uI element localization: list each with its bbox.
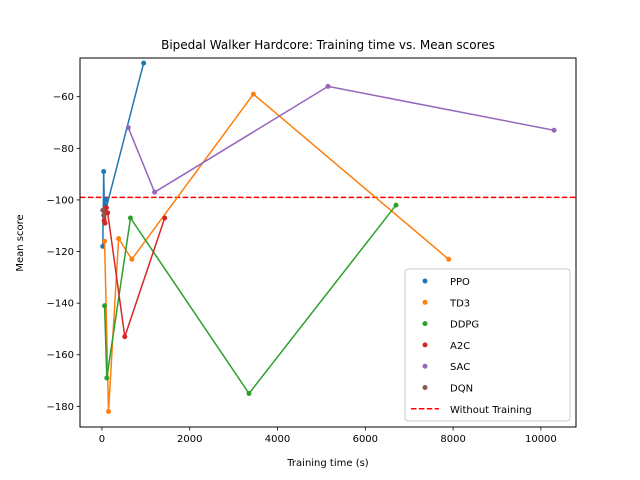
legend: PPO TD3 DDPG A2C SAC DQN Without Training — [404, 268, 571, 422]
legend-label: DDPG — [450, 320, 479, 331]
legend-label: A2C — [450, 341, 470, 352]
ddpg-point — [102, 303, 108, 309]
y-tick-label: −60 — [53, 92, 74, 103]
x-axis-title: Training time (s) — [286, 458, 369, 469]
x-tick-label: 0 — [99, 434, 105, 445]
y-tick-label: −120 — [47, 247, 74, 258]
x-axis: 0 2000 4000 6000 8000 10000 — [99, 427, 557, 445]
x-tick-label: 8000 — [440, 434, 465, 445]
sac-point — [551, 127, 557, 133]
y-axis: −180 −160 −140 −120 −100 −80 −60 — [47, 92, 80, 413]
ddpg-point — [246, 390, 252, 396]
td3-point — [446, 256, 452, 262]
x-tick-label: 10000 — [525, 434, 557, 445]
dqn-point — [101, 212, 107, 218]
td3-point — [116, 236, 122, 242]
sac-point — [325, 83, 331, 89]
ddpg-point — [127, 215, 133, 221]
legend-marker — [422, 278, 428, 284]
legend-label: Without Training — [450, 405, 532, 416]
ppo-point — [141, 60, 147, 66]
a2c-point — [103, 205, 109, 211]
ddpg-point — [393, 202, 399, 208]
legend-marker — [422, 321, 428, 327]
a2c-point — [162, 215, 168, 221]
y-tick-label: −180 — [47, 402, 74, 413]
x-tick-label: 2000 — [177, 434, 202, 445]
x-tick-label: 4000 — [265, 434, 290, 445]
a2c-point — [105, 210, 111, 216]
td3-point — [102, 238, 108, 244]
plot-area — [80, 60, 576, 415]
chart-title: Bipedal Walker Hardcore: Training time v… — [161, 38, 495, 52]
ppo-point — [102, 197, 108, 203]
y-tick-label: −160 — [47, 350, 74, 361]
td3-point — [129, 256, 135, 262]
plot-frame — [79, 57, 577, 428]
td3-point — [250, 91, 256, 97]
a2c-point — [122, 334, 128, 340]
legend-label: PPO — [450, 277, 470, 288]
legend-marker — [422, 363, 428, 369]
dqn-point — [100, 207, 106, 213]
legend-marker — [422, 342, 428, 348]
td3-point — [106, 409, 112, 415]
x-tick-label: 6000 — [353, 434, 378, 445]
y-axis-title: Mean score — [15, 214, 26, 271]
ppo-point — [101, 169, 107, 175]
sac-series-line — [127, 85, 555, 193]
legend-label: SAC — [450, 362, 470, 373]
legend-label: DQN — [450, 384, 473, 395]
y-tick-label: −100 — [47, 195, 74, 206]
sac-point — [152, 189, 158, 195]
legend-box — [404, 268, 571, 422]
y-tick-label: −80 — [53, 144, 74, 155]
legend-label: TD3 — [449, 298, 470, 309]
legend-marker — [422, 385, 428, 390]
legend-marker — [422, 299, 428, 305]
sac-point — [125, 125, 131, 131]
ddpg-point — [104, 375, 110, 381]
a2c-point — [102, 220, 108, 226]
y-tick-label: −140 — [47, 299, 74, 310]
